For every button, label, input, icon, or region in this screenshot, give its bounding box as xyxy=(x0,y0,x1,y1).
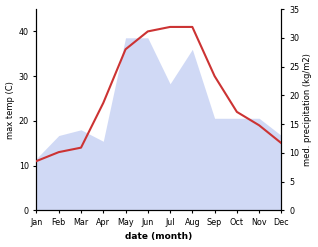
X-axis label: date (month): date (month) xyxy=(125,232,193,242)
Y-axis label: med. precipitation (kg/m2): med. precipitation (kg/m2) xyxy=(303,53,313,166)
Y-axis label: max temp (C): max temp (C) xyxy=(5,81,15,139)
